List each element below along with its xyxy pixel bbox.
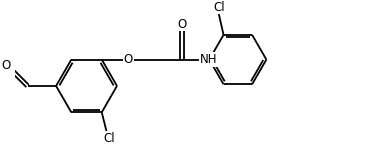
Text: Cl: Cl <box>213 1 225 14</box>
Text: NH: NH <box>200 53 217 66</box>
Text: O: O <box>177 18 186 31</box>
Text: Cl: Cl <box>103 131 115 145</box>
Text: O: O <box>124 53 133 66</box>
Text: O: O <box>1 58 10 72</box>
